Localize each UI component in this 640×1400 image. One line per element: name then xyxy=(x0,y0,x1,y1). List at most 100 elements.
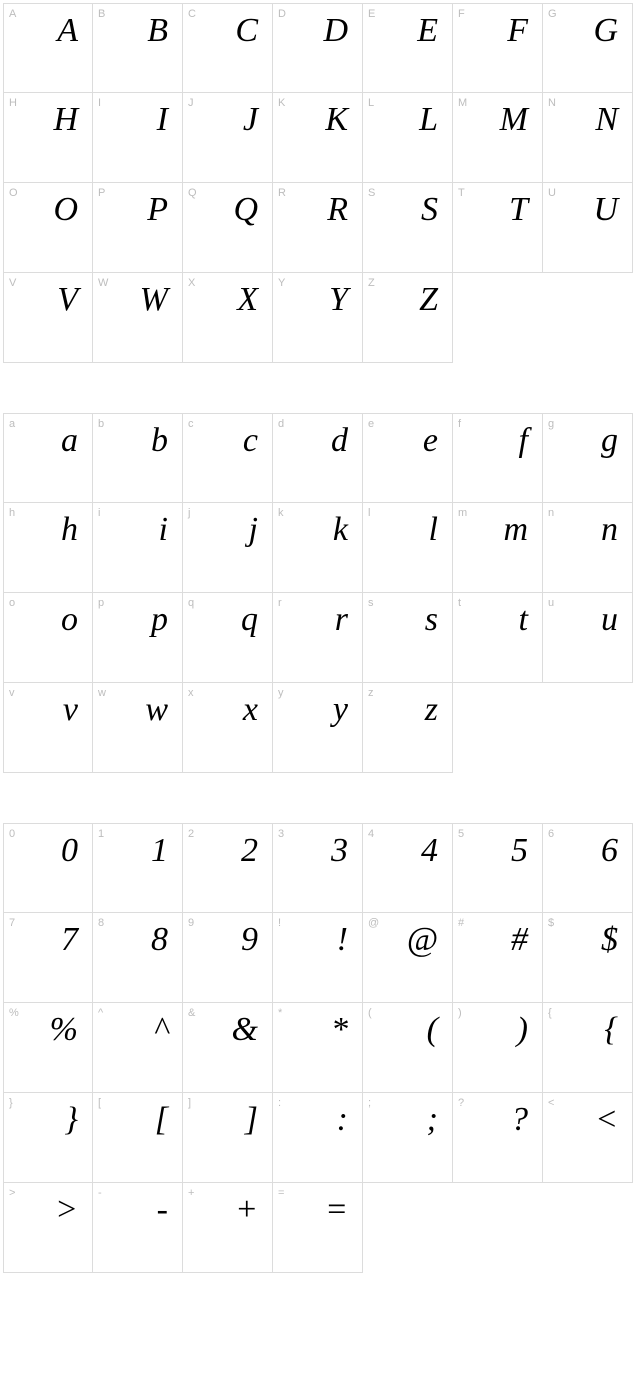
glyph-cell: rr xyxy=(273,593,363,683)
glyph-display: y xyxy=(333,691,348,729)
glyph-display: b xyxy=(151,422,168,460)
glyph-label: < xyxy=(548,1097,554,1109)
glyph-display: $ xyxy=(601,921,618,959)
glyph-display: 9 xyxy=(241,921,258,959)
glyph-display: % xyxy=(50,1011,78,1049)
glyph-label: w xyxy=(98,687,106,699)
glyph-label: ^ xyxy=(98,1007,103,1019)
glyph-cell: oo xyxy=(3,593,93,683)
glyph-label: ; xyxy=(368,1097,371,1109)
glyph-cell: tt xyxy=(453,593,543,683)
glyph-display: r xyxy=(335,601,348,639)
glyph-cell: UU xyxy=(543,183,633,273)
glyph-cell: CC xyxy=(183,3,273,93)
glyph-label: # xyxy=(458,917,464,929)
glyph-display: e xyxy=(423,422,438,460)
glyph-display: O xyxy=(53,191,78,229)
glyph-block-uppercase: AABBCCDDEEFFGGHHIIJJKKLLMMNNOOPPQQRRSSTT… xyxy=(3,3,633,363)
glyph-label: S xyxy=(368,187,375,199)
glyph-cell: AA xyxy=(3,3,93,93)
glyph-display: c xyxy=(243,422,258,460)
glyph-display: h xyxy=(61,511,78,549)
glyph-label: l xyxy=(368,507,370,519)
glyph-display: Q xyxy=(233,191,258,229)
glyph-label: J xyxy=(188,97,194,109)
glyph-cell: pp xyxy=(93,593,183,683)
glyph-display: 0 xyxy=(61,832,78,870)
glyph-cell: 88 xyxy=(93,913,183,1003)
glyph-cell: 55 xyxy=(453,823,543,913)
glyph-cell: KK xyxy=(273,93,363,183)
glyph-label: 5 xyxy=(458,828,464,840)
glyph-cell: ?? xyxy=(453,1093,543,1183)
glyph-label: 6 xyxy=(548,828,554,840)
glyph-display: A xyxy=(57,12,78,50)
glyph-cell: 00 xyxy=(3,823,93,913)
glyph-label: & xyxy=(188,1007,195,1019)
glyph-cell: %% xyxy=(3,1003,93,1093)
glyph-cell: hh xyxy=(3,503,93,593)
glyph-cell: yy xyxy=(273,683,363,773)
glyph-label: H xyxy=(9,97,17,109)
glyph-display: 3 xyxy=(331,832,348,870)
glyph-cell: uu xyxy=(543,593,633,683)
glyph-display: ] xyxy=(245,1101,258,1139)
glyph-cell: ;; xyxy=(363,1093,453,1183)
glyph-display: p xyxy=(151,601,168,639)
glyph-label: G xyxy=(548,8,557,20)
glyph-display: I xyxy=(157,101,168,139)
glyph-cell: ** xyxy=(273,1003,363,1093)
glyph-display: n xyxy=(601,511,618,549)
glyph-cell: ## xyxy=(453,913,543,1003)
glyph-cell: LL xyxy=(363,93,453,183)
glyph-label: r xyxy=(278,597,282,609)
glyph-label: Q xyxy=(188,187,197,199)
glyph-label: L xyxy=(368,97,374,109)
glyph-label: e xyxy=(368,418,374,430)
glyph-display: j xyxy=(249,511,258,549)
glyph-display: * xyxy=(331,1011,348,1049)
glyph-display: x xyxy=(243,691,258,729)
glyph-label: d xyxy=(278,418,284,430)
glyph-display: < xyxy=(595,1101,618,1139)
glyph-display: l xyxy=(429,511,438,549)
glyph-cell: WW xyxy=(93,273,183,363)
glyph-label: u xyxy=(548,597,554,609)
glyph-cell: jj xyxy=(183,503,273,593)
glyph-cell: zz xyxy=(363,683,453,773)
glyph-display: 2 xyxy=(241,832,258,870)
glyph-cell: 66 xyxy=(543,823,633,913)
glyph-label: U xyxy=(548,187,556,199)
glyph-label: { xyxy=(548,1007,552,1019)
glyph-display: F xyxy=(507,12,528,50)
glyph-label: ) xyxy=(458,1007,462,1019)
glyph-cell: II xyxy=(93,93,183,183)
glyph-cell: ll xyxy=(363,503,453,593)
glyph-display: 5 xyxy=(511,832,528,870)
glyph-label: $ xyxy=(548,917,554,929)
glyph-display: m xyxy=(503,511,528,549)
glyph-cell: RR xyxy=(273,183,363,273)
glyph-label: m xyxy=(458,507,467,519)
glyph-cell: aa xyxy=(3,413,93,503)
glyph-label: 9 xyxy=(188,917,194,929)
glyph-cell: !! xyxy=(273,913,363,1003)
glyph-cell: kk xyxy=(273,503,363,593)
glyph-label: s xyxy=(368,597,374,609)
glyph-label: ( xyxy=(368,1007,372,1019)
glyph-cell: ZZ xyxy=(363,273,453,363)
glyph-display: k xyxy=(333,511,348,549)
glyph-display: 6 xyxy=(601,832,618,870)
glyph-label: D xyxy=(278,8,286,20)
glyph-cell: ii xyxy=(93,503,183,593)
glyph-display: W xyxy=(140,281,168,319)
glyph-cell: ]] xyxy=(183,1093,273,1183)
glyph-display: H xyxy=(53,101,78,139)
glyph-label: x xyxy=(188,687,194,699)
glyph-label: Z xyxy=(368,277,375,289)
glyph-label: F xyxy=(458,8,465,20)
glyph-cell: 99 xyxy=(183,913,273,1003)
glyph-cell: )) xyxy=(453,1003,543,1093)
glyph-cell: DD xyxy=(273,3,363,93)
glyph-cell: QQ xyxy=(183,183,273,273)
